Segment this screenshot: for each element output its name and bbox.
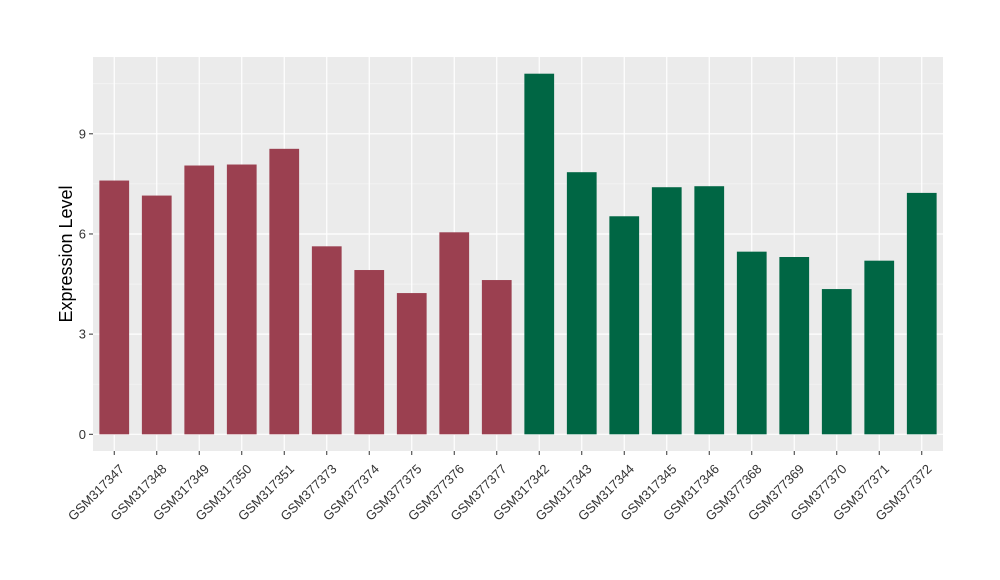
y-tick-label: 0	[79, 427, 86, 442]
y-axis: 0 3 6 9	[79, 126, 93, 442]
bar-GSM317346	[694, 186, 725, 435]
bar-GSM377370	[821, 289, 852, 435]
bar-GSM377371	[864, 260, 895, 435]
bar-GSM317342	[524, 73, 555, 435]
bar-GSM317351	[269, 148, 300, 435]
y-tick-label: 3	[79, 327, 86, 342]
bar-GSM377369	[779, 257, 810, 435]
bar-GSM317343	[566, 172, 597, 435]
bar-GSM377368	[736, 251, 767, 435]
bar-GSM317350	[226, 164, 257, 435]
bar-GSM377373	[311, 246, 342, 435]
x-axis: GSM317347GSM317348GSM317349GSM317350GSM3…	[65, 451, 935, 524]
y-tick-label: 9	[79, 126, 86, 141]
bar-GSM317345	[651, 187, 682, 435]
bar-GSM377374	[354, 270, 385, 435]
bar-GSM377372	[906, 192, 937, 435]
bars	[99, 73, 937, 435]
y-tick-label: 6	[79, 226, 86, 241]
bar-GSM317348	[141, 195, 172, 435]
bar-GSM317344	[609, 216, 640, 435]
bar-GSM377377	[481, 280, 512, 435]
bar-GSM317349	[184, 165, 215, 435]
bar-GSM317347	[99, 180, 130, 435]
bar-GSM377375	[396, 293, 427, 435]
y-axis-title: Expression Level	[56, 185, 76, 322]
plot-panel	[93, 57, 943, 451]
bar-GSM377376	[439, 232, 470, 435]
